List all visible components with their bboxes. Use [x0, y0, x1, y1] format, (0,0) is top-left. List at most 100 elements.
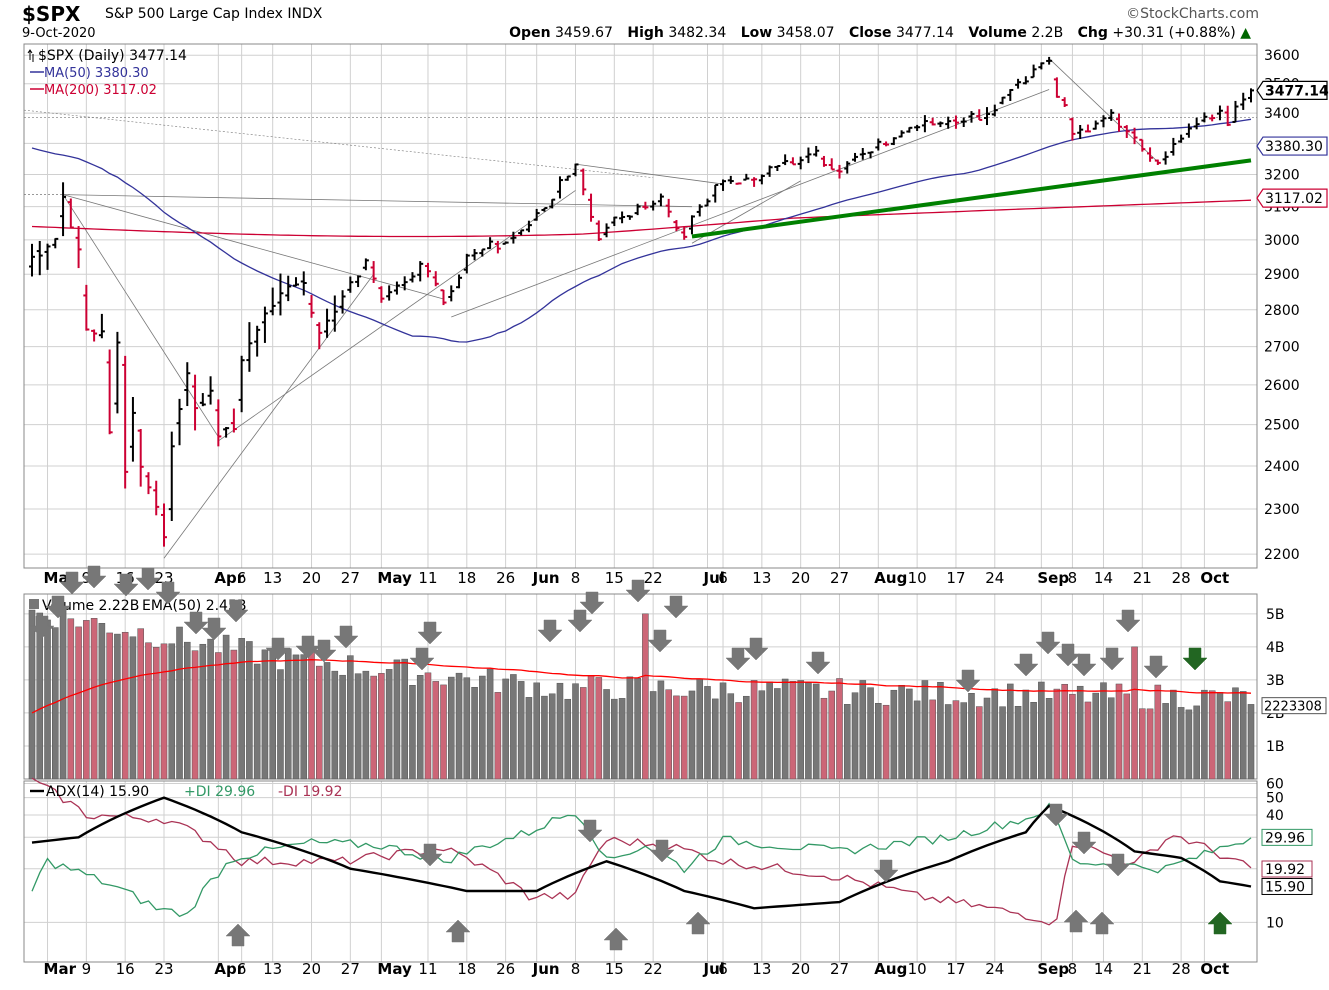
ohlc-bar [67, 198, 74, 229]
ohlc-bar [914, 124, 921, 131]
ma200-legend: MA(200) 3117.02 [44, 83, 157, 98]
volume-label: Volume [968, 25, 1027, 41]
ohlc-bar [494, 240, 501, 254]
down-arrow-icon [805, 651, 831, 675]
down-arrow-icon [955, 669, 981, 693]
ohlc-bar [331, 295, 338, 332]
x-axis-label: Apr [214, 960, 244, 978]
ohlc-bar [580, 168, 587, 196]
up-arrow-icon [1063, 909, 1089, 933]
ohlc-bar [611, 216, 618, 227]
x-axis-label: May [377, 569, 412, 587]
thin-trendline [451, 89, 1050, 318]
price-panel-frame [23, 43, 1258, 569]
ohlc-bar [1216, 105, 1223, 121]
volume-bar [347, 655, 354, 780]
down-arrow-icon [725, 647, 751, 671]
ohlc-bar [277, 273, 284, 316]
volume-bar [960, 702, 967, 780]
ohlc-bar [463, 253, 470, 274]
volume-bar [673, 695, 680, 780]
volume-bar [401, 658, 408, 780]
volume-bar [517, 681, 525, 780]
ma50-price-tag-text: 3380.30 [1265, 139, 1323, 155]
ohlc-bar [91, 329, 98, 342]
ohlc-bar [533, 208, 540, 221]
x-axis-label: Jul [702, 569, 724, 587]
volume-bar [843, 704, 851, 780]
volume-bar [1162, 703, 1169, 780]
volume-bar [1247, 704, 1255, 780]
ohlc-bar [960, 117, 967, 128]
low-value: 3458.07 [776, 25, 835, 41]
x-axis-label: 13 [263, 960, 282, 978]
ohlc-bar [238, 355, 245, 413]
volume-bar [370, 675, 377, 780]
ohlc-bar [510, 231, 517, 244]
volume-bar [603, 689, 610, 780]
ohlc-bar [362, 258, 369, 271]
volume-bar [510, 674, 517, 780]
volume-bar [207, 638, 214, 780]
x-axis-label: Jun [532, 960, 560, 978]
volume-bar [983, 697, 991, 780]
volume-bar [323, 662, 331, 780]
volume-bar [735, 702, 742, 780]
down-arrow-icon [1055, 643, 1081, 667]
volume-bar [106, 632, 113, 780]
price-tick-label: 2300 [1264, 502, 1300, 518]
ohlc-bar [758, 174, 765, 185]
volume-bar [859, 680, 867, 780]
x-axis-label: 20 [791, 569, 810, 587]
ohlc-bar [1100, 115, 1107, 128]
volume-bar [898, 684, 905, 780]
ohlc-bar [60, 182, 67, 237]
x-axis-label: Apr [214, 569, 244, 587]
volume-bar [494, 692, 502, 780]
volume-bar [1053, 688, 1061, 780]
down-arrow-icon [1013, 653, 1039, 677]
x-axis-label: 22 [644, 569, 663, 587]
ohlc-bar [261, 306, 268, 343]
down-arrow-icon [577, 819, 603, 843]
ohlc-bar [634, 203, 641, 216]
thin-trendlines [62, 58, 1159, 559]
ohlc-bar [1007, 88, 1014, 101]
volume-bar [137, 628, 144, 780]
up-triangle-icon: ▲ [1240, 25, 1251, 41]
ohlc-bar [898, 130, 905, 138]
down-arrow-icon [625, 579, 651, 603]
down-arrow-icon [1099, 647, 1125, 671]
x-axis-label: 20 [302, 960, 321, 978]
ohlc-bar [797, 156, 804, 170]
volume-bar [1216, 692, 1224, 780]
volume-bar [618, 698, 626, 780]
ohlc-bar [471, 248, 478, 261]
x-axis-label: 28 [1172, 960, 1191, 978]
ohlc-bar [688, 215, 695, 235]
ohlc-bar [1084, 124, 1091, 133]
x-axis-label: Oct [1200, 960, 1229, 978]
chg-value: +30.31 (+0.88%) [1112, 25, 1236, 41]
volume-bar [579, 687, 587, 780]
ohlc-bar [308, 295, 315, 318]
volume-bar [1193, 705, 1200, 780]
volume-bar [750, 680, 758, 780]
volume-bar [727, 693, 735, 780]
volume-bar [1154, 684, 1162, 780]
ohlc-bar [751, 177, 758, 187]
volume-bar [805, 682, 812, 780]
volume-bar [471, 686, 478, 780]
ohlc-bar [1224, 105, 1231, 127]
down-arrow-icon [417, 621, 443, 645]
brand-logo[interactable]: ©StockCharts.com [1126, 6, 1259, 22]
ohlc-bar [160, 503, 167, 547]
price-tick-label: 2400 [1264, 459, 1300, 475]
volume-bar [300, 654, 308, 780]
ohlc-bar [1030, 64, 1037, 79]
ohlc-bar [945, 116, 952, 129]
volume-bar [331, 670, 339, 780]
ohlc-bar [720, 179, 727, 191]
ohlc-bar [1248, 88, 1254, 103]
volume-bars [28, 609, 1255, 780]
